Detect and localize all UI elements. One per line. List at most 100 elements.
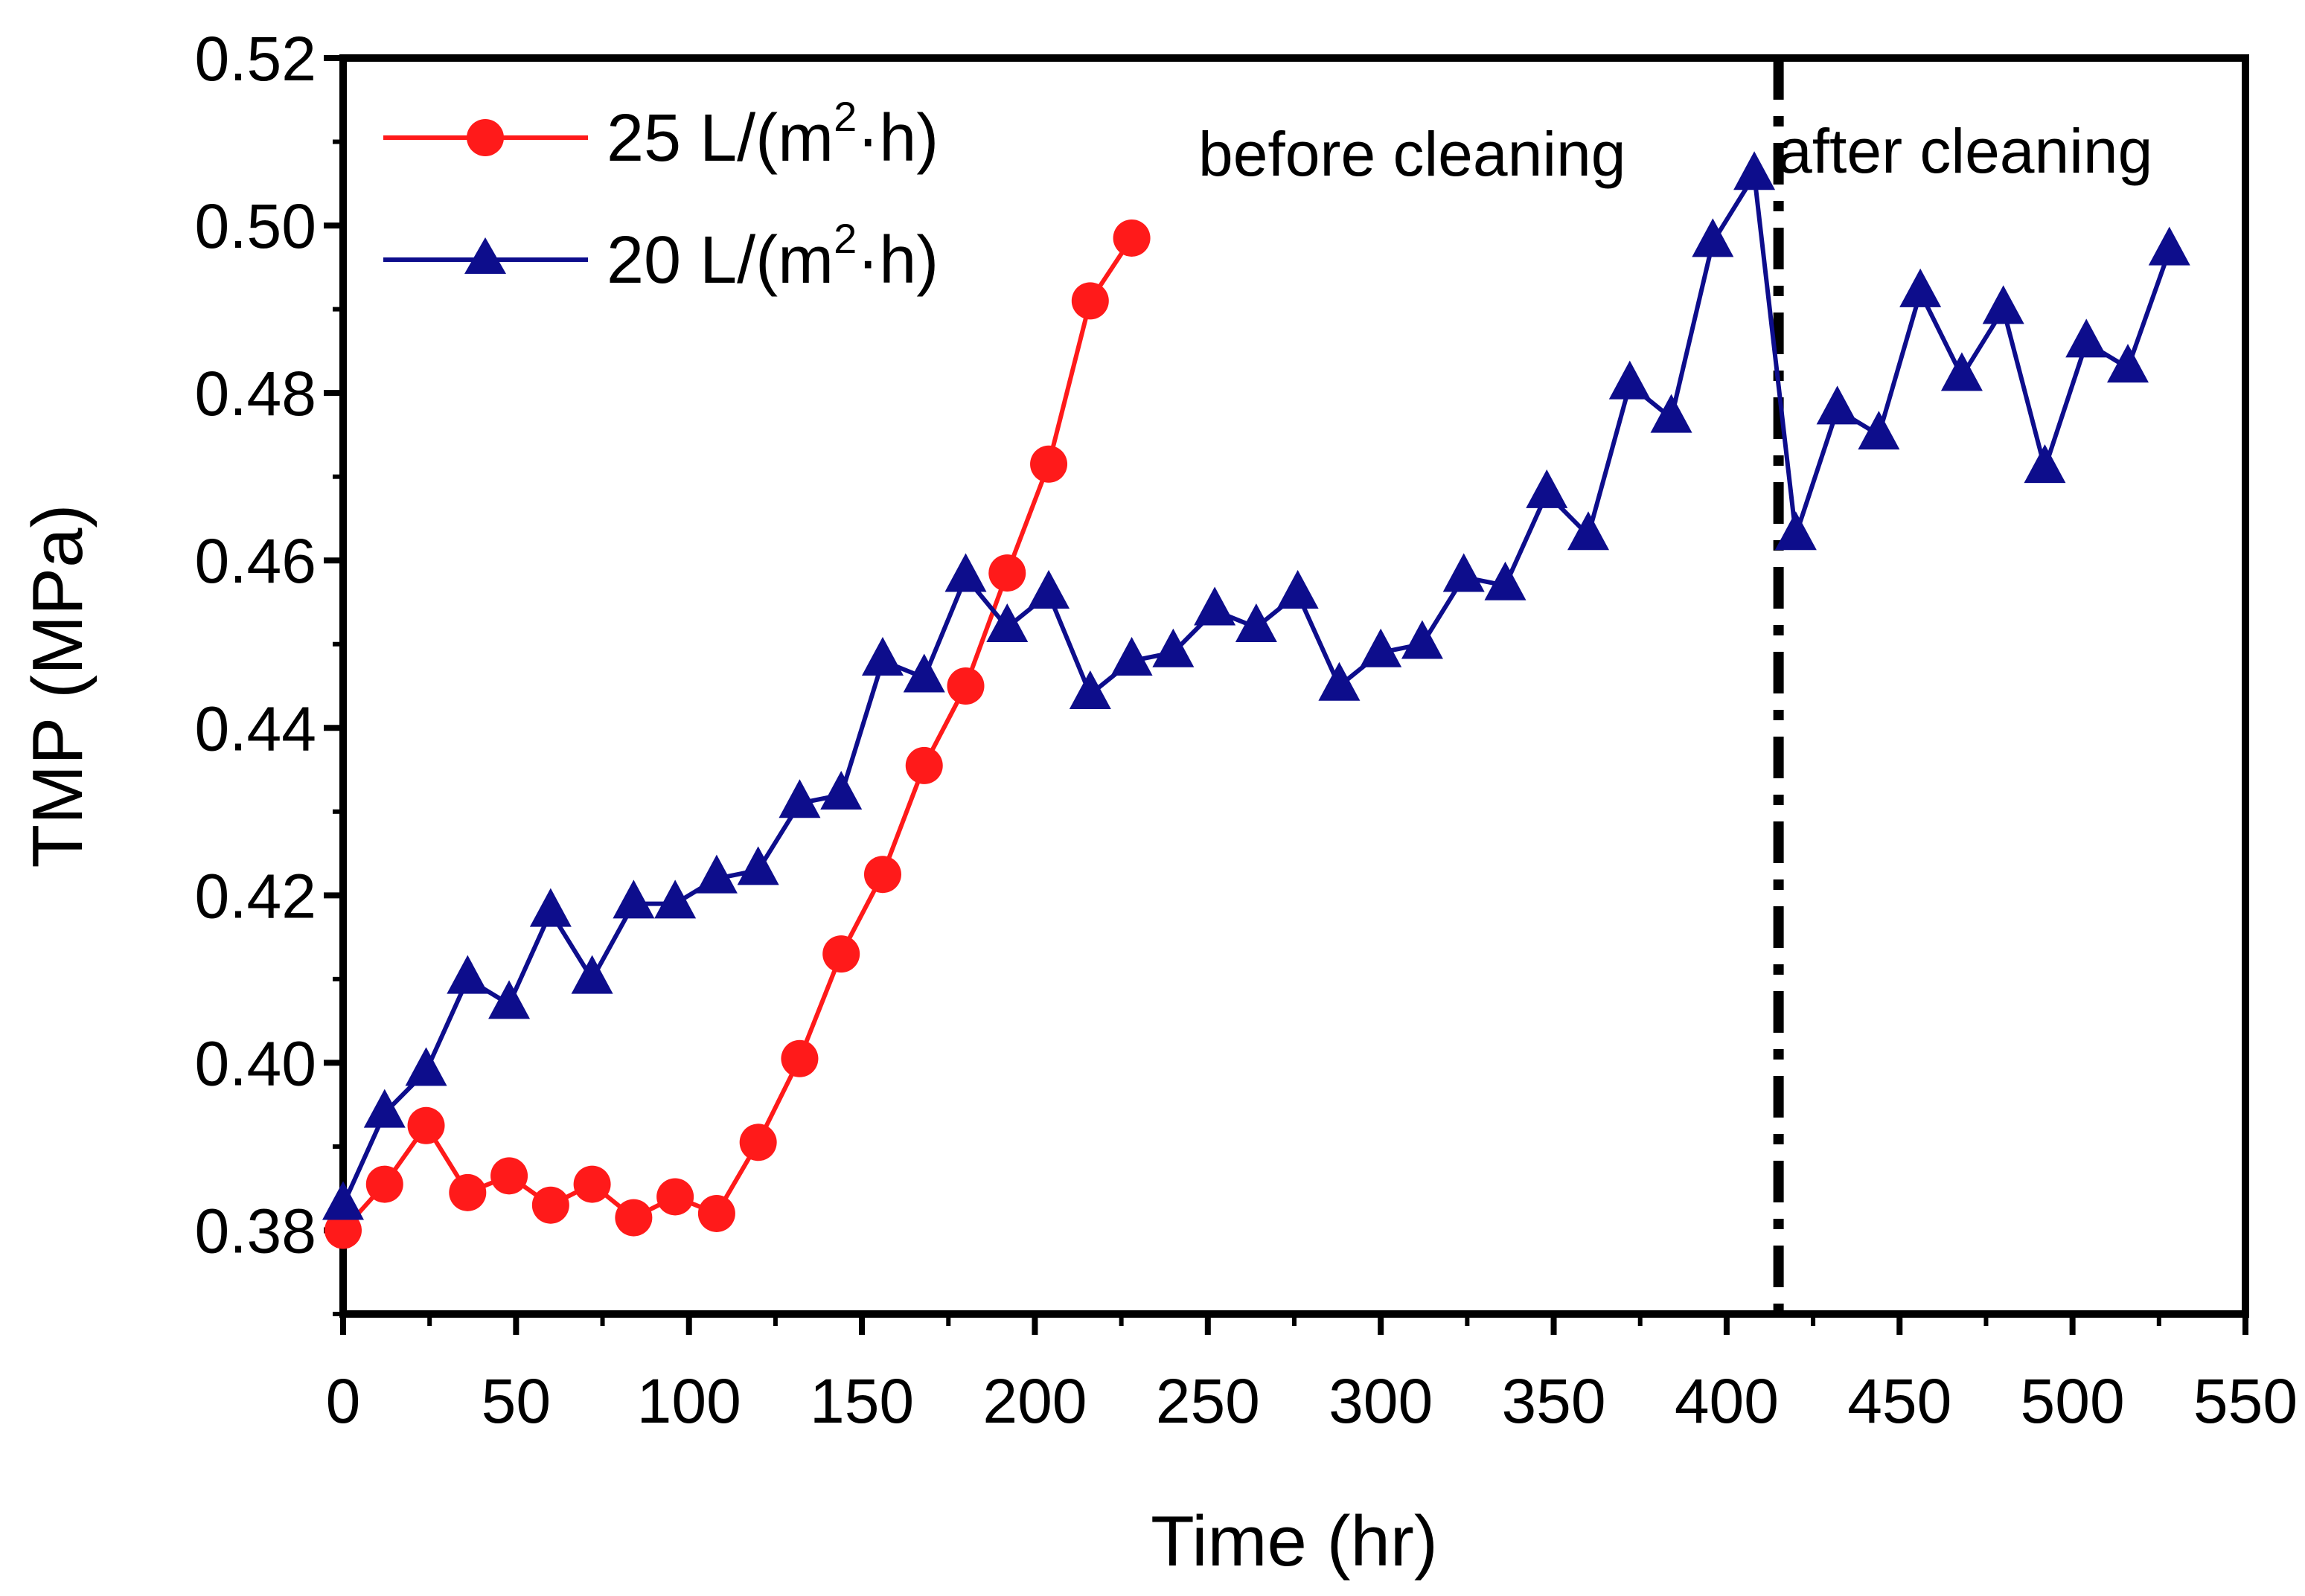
x-tick-label: 550 <box>2193 1366 2298 1436</box>
data-point-circle <box>822 935 860 973</box>
legend-marker-triangle <box>464 237 506 274</box>
x-tick-label: 350 <box>1501 1366 1605 1436</box>
x-tick-label: 100 <box>637 1366 741 1436</box>
data-point-triangle <box>1650 394 1692 433</box>
data-point-triangle <box>529 888 572 927</box>
data-point-triangle <box>737 846 779 885</box>
data-point-triangle <box>1526 469 1568 508</box>
y-tick-label: 0.40 <box>195 1028 317 1098</box>
series-layer <box>322 151 2190 1249</box>
data-point-triangle <box>779 779 821 818</box>
data-point-triangle <box>1733 151 1776 190</box>
legend-label-25-sup: 2 <box>834 93 857 140</box>
data-point-triangle <box>2065 318 2108 358</box>
data-point-triangle <box>695 854 738 894</box>
data-point-triangle <box>1982 285 2024 324</box>
data-point-triangle <box>1608 360 1651 400</box>
data-point-triangle <box>447 955 489 994</box>
data-point-circle <box>449 1173 487 1211</box>
data-point-circle <box>615 1199 653 1237</box>
data-point-circle <box>781 1039 819 1077</box>
data-point-triangle <box>322 1181 364 1220</box>
data-point-triangle <box>2106 344 2149 383</box>
data-point-circle <box>573 1165 611 1203</box>
legend-entry-25: 25 L/(m2·h) <box>383 93 939 176</box>
data-point-triangle <box>1858 411 1900 450</box>
data-point-triangle <box>1276 569 1319 609</box>
data-point-circle <box>325 1211 362 1249</box>
x-tick-label: 450 <box>1847 1366 1951 1436</box>
y-tick-label: 0.48 <box>195 359 317 429</box>
before-cleaning-label: before cleaning <box>1198 119 1625 189</box>
data-point-circle <box>739 1124 777 1161</box>
x-tick-label: 500 <box>2021 1366 2125 1436</box>
data-point-circle <box>697 1194 735 1232</box>
y-tick-label: 0.50 <box>195 191 317 261</box>
legend-label-25: 25 L/(m2·h) <box>607 93 939 176</box>
legend: 25 L/(m2·h) 20 L/(m2·h) <box>383 93 939 298</box>
data-point-circle <box>905 746 943 784</box>
legend-label-20-sup: 2 <box>834 215 857 262</box>
data-point-triangle <box>1028 569 1070 609</box>
data-point-circle <box>407 1106 445 1144</box>
legend-label-25-tail: ·h) <box>857 101 939 176</box>
y-axis-title: TMP (MPa) <box>18 504 97 868</box>
after-cleaning-label: after cleaning <box>1777 116 2152 186</box>
legend-entry-20: 20 L/(m2·h) <box>383 215 939 298</box>
data-point-circle <box>947 667 985 705</box>
data-point-triangle <box>1069 670 1111 710</box>
data-point-triangle <box>1692 218 1734 257</box>
data-point-triangle <box>2148 226 2190 266</box>
data-point-triangle <box>861 637 904 676</box>
legend-label-25-main: 25 L/(m <box>607 101 834 176</box>
x-tick-label: 300 <box>1329 1366 1433 1436</box>
data-point-triangle <box>2024 444 2066 484</box>
data-point-triangle <box>903 653 945 693</box>
x-tick-label: 0 <box>326 1366 361 1436</box>
data-point-circle <box>1071 282 1109 320</box>
data-point-triangle <box>1816 385 1858 425</box>
legend-label-20-main: 20 L/(m <box>607 223 834 298</box>
data-point-circle <box>365 1165 403 1203</box>
x-axis: 0 50 100 150 200 250 300 350 400 450 500 550 <box>326 1314 2298 1436</box>
data-point-circle <box>988 554 1026 592</box>
data-point-triangle <box>1567 511 1610 551</box>
data-point-triangle <box>1360 628 1402 667</box>
legend-marker-circle <box>467 119 504 156</box>
legend-label-20: 20 L/(m2·h) <box>607 215 939 298</box>
data-point-triangle <box>1318 661 1361 701</box>
data-point-triangle <box>571 955 613 994</box>
x-axis-title: Time (hr) <box>1151 1502 1438 1581</box>
data-point-circle <box>531 1186 569 1224</box>
data-point-triangle <box>1442 553 1485 592</box>
y-tick-label: 0.42 <box>195 861 317 931</box>
y-axis: 0.38 0.40 0.42 0.44 0.46 0.48 0.50 0.52 <box>195 24 343 1316</box>
data-point-triangle <box>363 1089 406 1128</box>
data-point-triangle <box>405 1047 447 1086</box>
data-point-triangle <box>1235 603 1277 642</box>
y-tick-label: 0.44 <box>195 693 317 763</box>
data-point-triangle <box>1152 628 1195 667</box>
data-point-triangle <box>1940 352 1983 391</box>
y-tick-label: 0.38 <box>195 1196 317 1266</box>
data-point-triangle <box>986 603 1029 642</box>
data-point-triangle <box>820 771 863 810</box>
data-point-circle <box>863 856 901 894</box>
series-line-1 <box>341 173 2172 1206</box>
data-point-triangle <box>1110 637 1153 676</box>
data-point-circle <box>490 1157 528 1195</box>
data-point-triangle <box>654 879 697 919</box>
data-point-triangle <box>1401 620 1443 659</box>
data-point-triangle <box>1194 586 1236 626</box>
data-point-circle <box>1030 445 1068 483</box>
data-point-triangle <box>488 980 531 1019</box>
x-tick-label: 150 <box>810 1366 914 1436</box>
data-point-triangle <box>1484 561 1526 600</box>
data-point-triangle <box>944 553 987 592</box>
y-tick-label: 0.52 <box>195 24 317 94</box>
data-point-circle <box>656 1178 694 1216</box>
data-point-triangle <box>613 879 655 919</box>
x-tick-label: 50 <box>482 1366 551 1436</box>
legend-label-20-tail: ·h) <box>857 223 939 298</box>
